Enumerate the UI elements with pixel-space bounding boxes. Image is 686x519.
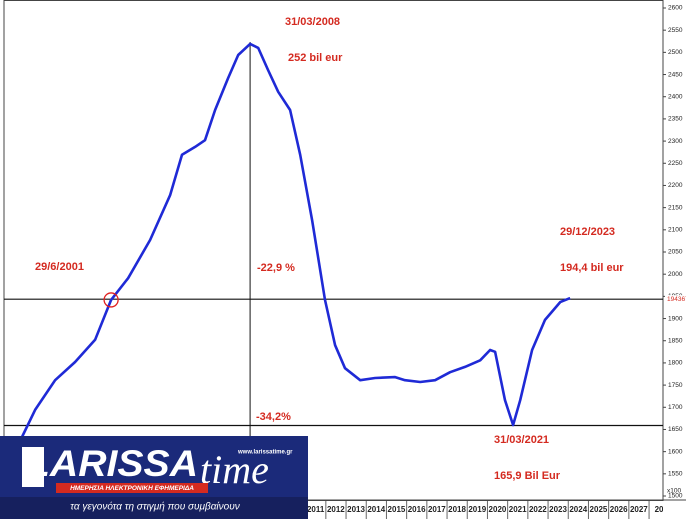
x-tick-label: 2011 [307,505,325,514]
x-tick-label: 20 [655,505,664,514]
annotation: -34,2% [256,411,291,423]
x-tick-label: 2013 [347,505,365,514]
logo-tagline: ΗΜΕΡΗΣΙΑ ΗΛΕΚΤΡΟΝΙΚΗ ΕΦΗΜΕΡΙΔΑ [70,485,194,492]
x-tick-label: 2016 [408,505,426,514]
y-tick-label: 1650 [668,426,683,433]
y-tick-label: 2300 [668,138,683,145]
highlight-circle [103,292,119,308]
y-tick-label: 2100 [668,227,683,234]
annotation: 252 bil eur [288,52,343,64]
x-tick-label: 2015 [388,505,406,514]
logo-slogan: τα γεγονότα τη στιγμή που συμβαίνουν [70,501,239,513]
x-tick-label: 2023 [549,505,567,514]
x-tick-label: 2019 [468,505,486,514]
y-tick-label: 1600 [668,448,683,455]
x-tick-label: 2012 [327,505,345,514]
y-tick-label: 2250 [668,160,683,167]
y-tick-label: 1550 [668,471,683,478]
y-tick-label: 1900 [668,315,683,322]
x-tick-label: 2027 [630,505,648,514]
x-tick-label: 2026 [610,505,628,514]
y-tick-label: 2000 [668,271,683,278]
y-tick-label: 2200 [668,182,683,189]
x-tick-label: 2018 [448,505,466,514]
logo-url: www.larissatime.gr [237,450,293,456]
y-tick-label: 1700 [668,404,683,411]
logo-name-left: LARISSA [26,443,198,484]
x-tick-label: 2021 [509,505,527,514]
y-unit: x100 [667,488,681,495]
y-tick-label: 2600 [668,5,683,12]
logo-l-box [22,447,44,487]
reference-label: 194367 [667,296,686,303]
x-tick-label: 2014 [367,505,385,514]
x-axis: 2011 2012 2013 2014 2015 2016 2017 2018 2019 2020… [305,500,664,519]
logo-tagline-bg [56,483,208,493]
annotation: 194,4 bil eur [560,262,624,274]
y-tick-label: 2400 [668,93,683,100]
y-tick-label: 2550 [668,27,683,34]
y-tick-label: 2500 [668,49,683,56]
y-tick-label: 1800 [668,360,683,367]
annotation: -22,9 % [257,262,295,274]
annotation: 29/6/2001 [35,261,84,273]
annotation: 165,9 Bil Eur [494,470,561,482]
y-tick-label: 1850 [668,337,683,344]
annotation: 31/03/2008 [285,16,340,28]
logo-band [0,497,308,519]
x-tick-label: 2020 [489,505,507,514]
logo-name-right: time [200,447,269,492]
y-tick-label: 2150 [668,204,683,211]
y-tick-label: 2350 [668,116,683,123]
y-tick-label: 2450 [668,71,683,78]
x-tick-label: 2017 [428,505,446,514]
line-series [20,42,571,438]
y-tick-label: 1500 [668,493,683,500]
reference-label-bg [665,295,686,304]
x-tick-label: 2025 [590,505,608,514]
annotation: 29/12/2023 [560,226,615,238]
x-tick-label: 2022 [529,505,547,514]
x-tick-label: 2024 [569,505,587,514]
annotation: 31/03/2021 [494,434,549,446]
y-tick-label: 1750 [668,382,683,389]
y-tick-label: 2050 [668,249,683,256]
